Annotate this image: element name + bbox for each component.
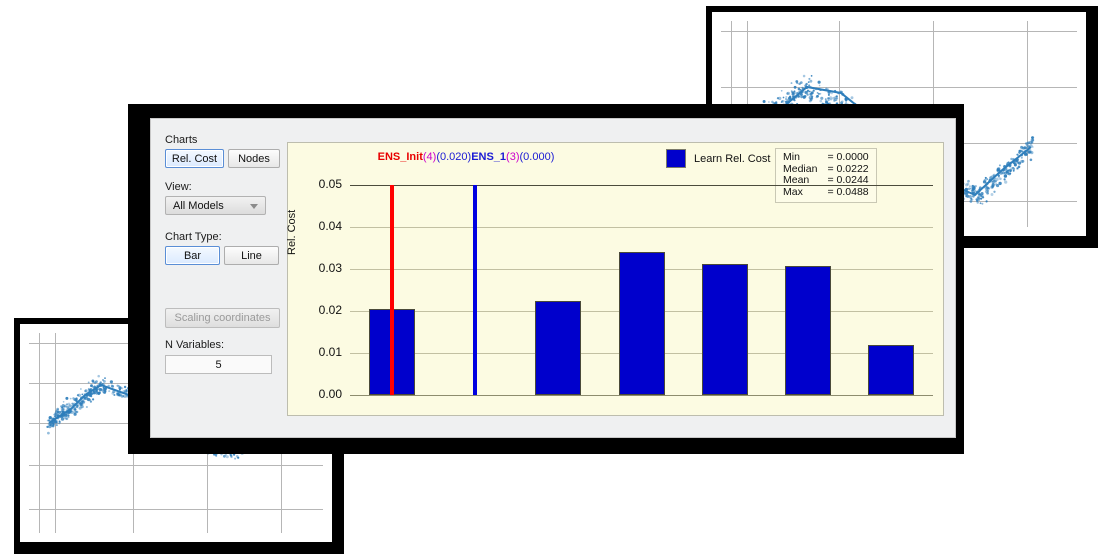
button-nodes[interactable]: Nodes bbox=[228, 149, 280, 168]
chart-title-count-2: (3) bbox=[506, 151, 520, 163]
bar-5[interactable] bbox=[701, 263, 748, 395]
gridline-y-0.04 bbox=[350, 227, 933, 228]
stats-key-mean: Mean bbox=[783, 174, 810, 187]
legend-label-learn-rel-cost: Learn Rel. Cost bbox=[694, 152, 771, 165]
chart-legend: Learn Rel. Cost bbox=[666, 149, 770, 168]
y-tick-label: 0.04 bbox=[318, 219, 342, 233]
stats-key-max: Max bbox=[783, 185, 803, 198]
button-line[interactable]: Line bbox=[224, 246, 279, 265]
gridline-v bbox=[55, 333, 56, 533]
button-scaling-coordinates[interactable]: Scaling coordinates bbox=[165, 308, 280, 328]
gridline-y-0.05 bbox=[350, 185, 933, 186]
n-variables-label: N Variables: bbox=[165, 339, 225, 351]
chart-panel: ENS_Init(4)(0.020)ENS_1(3)(0.000) Learn … bbox=[286, 142, 944, 416]
gridline-h bbox=[29, 509, 323, 510]
y-axis-title: Rel. Cost bbox=[286, 209, 298, 255]
gridline-v bbox=[39, 333, 40, 533]
charts-label: Charts bbox=[165, 134, 198, 146]
chart-title-value-2: (0.000) bbox=[519, 151, 555, 163]
main-window: Charts Rel. Cost Nodes View: All Models … bbox=[128, 104, 964, 454]
window-body: Charts Rel. Cost Nodes View: All Models … bbox=[150, 118, 956, 438]
stats-key-median: Median bbox=[783, 162, 818, 175]
plot-area: ENS_Init(4)(0.020)ENS_1(3)(0.000) Learn … bbox=[286, 143, 943, 415]
n-variables-field[interactable]: 5 bbox=[165, 355, 272, 374]
stats-value-mean: = 0.0244 bbox=[827, 174, 869, 187]
bar-4[interactable] bbox=[618, 252, 665, 395]
y-tick-label: 0.05 bbox=[318, 177, 342, 191]
bar-3[interactable] bbox=[535, 300, 582, 395]
y-tick-label: 0.01 bbox=[318, 345, 342, 359]
stats-value-max: = 0.0488 bbox=[827, 185, 869, 198]
stats-row: Mean = 0.0244 bbox=[783, 175, 869, 187]
stats-row: Min = 0.0000 bbox=[783, 151, 869, 164]
button-rel-cost[interactable]: Rel. Cost bbox=[165, 149, 224, 168]
gridline-h bbox=[721, 31, 1077, 32]
stats-box: Min = 0.0000 Median = 0.0222 Mean = 0.02… bbox=[775, 148, 877, 204]
stats-row: Median = 0.0222 bbox=[783, 162, 869, 176]
y-tick-label: 0.02 bbox=[318, 303, 342, 317]
chart-type-label: Chart Type: bbox=[165, 231, 222, 243]
view-dropdown[interactable]: All Models bbox=[165, 196, 266, 215]
marker-line-ens_init bbox=[389, 185, 394, 395]
bar-6[interactable] bbox=[785, 266, 832, 395]
button-bar[interactable]: Bar bbox=[165, 246, 220, 265]
stats-row: Max = 0.0488 bbox=[783, 185, 869, 199]
chart-title-count-1: (4) bbox=[422, 151, 437, 163]
stats-table: Min = 0.0000 Median = 0.0222 Mean = 0.02… bbox=[783, 151, 869, 199]
chart-title-name-1: ENS_Init bbox=[377, 151, 423, 163]
view-dropdown-value: All Models bbox=[173, 199, 224, 212]
y-tick-label: 0.00 bbox=[318, 387, 342, 401]
chart-title-name-2: ENS_1 bbox=[471, 151, 507, 163]
gridline-h bbox=[29, 465, 323, 466]
chevron-down-icon bbox=[250, 203, 258, 209]
legend-swatch-learn-rel-cost bbox=[666, 149, 686, 168]
gridline-h bbox=[721, 87, 1077, 88]
gridline-y-0.00 bbox=[350, 395, 933, 396]
gridline-v bbox=[1027, 21, 1028, 227]
stats-key-min: Min bbox=[783, 151, 800, 163]
stats-value-min: = 0.0000 bbox=[827, 151, 869, 163]
bar-7[interactable] bbox=[868, 344, 915, 395]
stats-value-median: = 0.0222 bbox=[827, 162, 869, 175]
chart-title: ENS_Init(4)(0.020)ENS_1(3)(0.000) bbox=[316, 151, 616, 163]
view-label: View: bbox=[165, 181, 192, 193]
y-tick-label: 0.03 bbox=[318, 261, 342, 275]
sidebar: Charts Rel. Cost Nodes View: All Models … bbox=[151, 119, 280, 437]
chart-title-value-1: (0.020) bbox=[436, 151, 472, 163]
marker-line-ens_1 bbox=[472, 185, 477, 395]
